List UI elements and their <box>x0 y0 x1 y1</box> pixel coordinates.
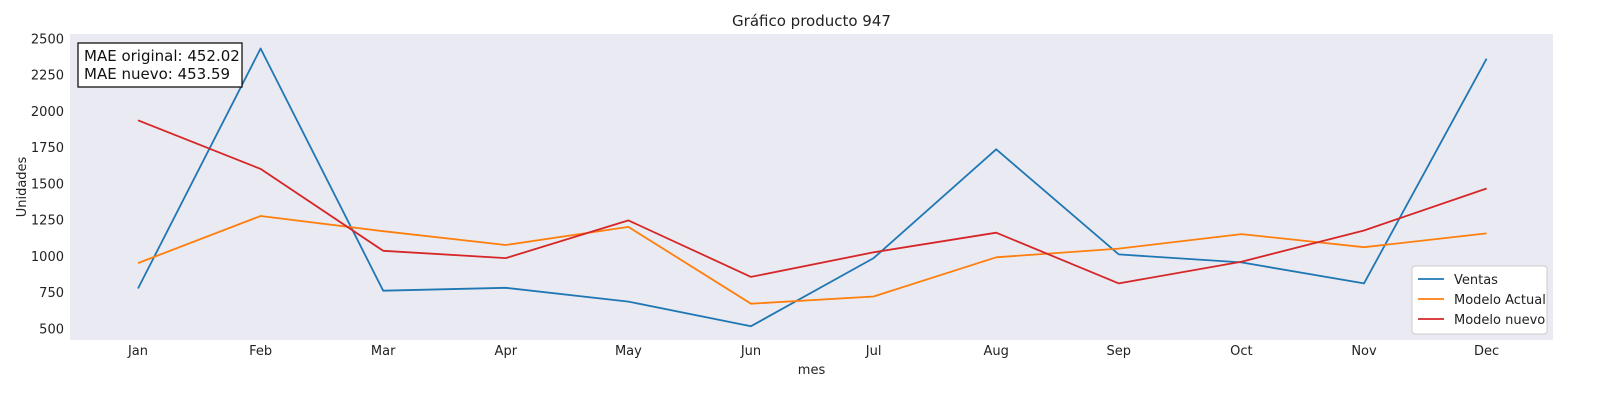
y-tick-label: 2000 <box>31 105 64 120</box>
series-line-ventas <box>137 47 1488 328</box>
y-axis: 500 750 1000 1250 1500 1750 2000 2250 2500 <box>31 32 64 337</box>
x-tick-label: Jun <box>740 344 761 359</box>
plot-area <box>70 34 1553 340</box>
y-tick-label: 2500 <box>31 32 64 47</box>
y-tick-label: 500 <box>39 322 64 337</box>
y-axis-label: Unidades <box>15 156 30 217</box>
x-tick-label: Sep <box>1107 344 1132 359</box>
x-tick-label: Aug <box>984 344 1009 359</box>
y-tick-label: 1250 <box>31 214 64 229</box>
y-tick-label: 2250 <box>31 69 64 84</box>
x-tick-label: Dec <box>1474 344 1499 359</box>
y-tick-label: 1000 <box>31 250 64 265</box>
mae-annotation: MAE original: 452.02 MAE nuevo: 453.59 <box>77 42 243 88</box>
chart-title: Gráfico producto 947 <box>732 12 891 30</box>
x-tick-label: Apr <box>495 344 518 359</box>
x-axis: Jan Feb Mar Apr May Jun Jul Aug Sep Oct Nov Dec <box>127 344 1499 359</box>
legend-label: Modelo Actual <box>1454 293 1546 308</box>
series-line-modelo-actual <box>137 215 1487 305</box>
x-tick-label: Nov <box>1351 344 1377 359</box>
x-axis-label: mes <box>798 363 826 378</box>
mae-nuevo-text: MAE nuevo: 453.59 <box>84 65 230 83</box>
y-tick-label: 750 <box>39 286 64 301</box>
x-tick-label: Jul <box>865 344 882 359</box>
mae-original-text: MAE original: 452.02 <box>84 47 240 65</box>
y-tick-label: 1500 <box>31 177 64 192</box>
legend: Ventas Modelo Actual Modelo nuevo <box>1411 265 1548 335</box>
x-tick-label: Oct <box>1230 344 1252 359</box>
mae-annotation-box <box>77 42 243 88</box>
legend-label: Modelo nuevo <box>1454 313 1545 328</box>
x-tick-label: Mar <box>371 344 396 359</box>
x-tick-label: May <box>615 344 642 359</box>
x-tick-label: Feb <box>249 344 272 359</box>
series-lines <box>137 47 1488 328</box>
x-tick-label: Jan <box>127 344 148 359</box>
legend-box <box>1411 265 1548 335</box>
series-line-modelo-nuevo <box>137 119 1487 285</box>
y-tick-label: 1750 <box>31 141 64 156</box>
legend-label: Ventas <box>1454 273 1498 288</box>
